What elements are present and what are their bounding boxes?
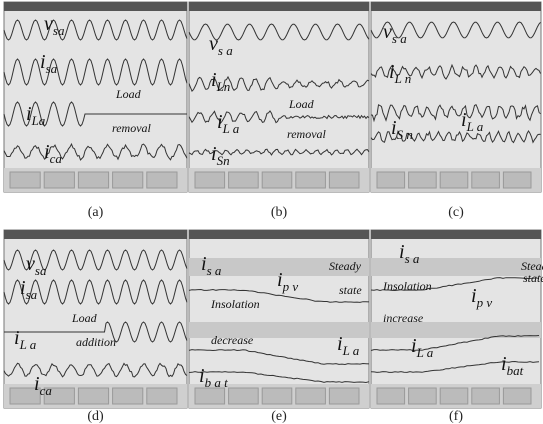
soft-button (296, 388, 326, 404)
soft-button (503, 172, 531, 188)
signal-subscript: L a (342, 343, 360, 358)
panel-caption: (f) (449, 409, 463, 424)
soft-button (409, 172, 437, 188)
status-bar (189, 2, 369, 11)
signal-subscript: sa (46, 61, 58, 76)
signal-subscript: Ln (216, 79, 231, 94)
signal-subscript: p v (476, 295, 493, 310)
soft-button (262, 172, 292, 188)
status-bar (371, 230, 541, 239)
signal-subscript: ca (40, 383, 53, 398)
scope-panel: is aip viL aibatSteadystateInsolationinc… (371, 230, 543, 408)
soft-button (472, 388, 500, 404)
soft-button (78, 172, 108, 188)
signal-subscript: sa (35, 263, 47, 278)
soft-button (229, 388, 259, 404)
signal-subscript: s a (218, 43, 233, 58)
soft-button (147, 388, 177, 404)
signal-subscript: L a (19, 337, 37, 352)
annotation: Load (71, 311, 98, 325)
screen (4, 2, 187, 192)
status-bar (4, 230, 187, 239)
signal-subscript: p v (282, 279, 299, 294)
panel-caption: (e) (271, 409, 287, 424)
soft-button (147, 172, 177, 188)
soft-button (377, 388, 405, 404)
annotation: addition (76, 335, 116, 349)
soft-button (440, 172, 468, 188)
signal-subscript: sa (26, 287, 38, 302)
soft-button (10, 172, 40, 188)
soft-button (377, 172, 405, 188)
signal-symbol: v (26, 253, 35, 275)
annotation: Load (115, 87, 142, 101)
soft-button (44, 172, 74, 188)
signal-subscript: s a (207, 263, 222, 278)
signal-symbol: v (44, 13, 53, 35)
signal-subscript: sa (53, 23, 65, 38)
status-bar (4, 2, 187, 11)
annotation: decrease (211, 333, 254, 347)
annotation: Steady (329, 259, 362, 273)
soft-button (409, 388, 437, 404)
soft-button (440, 388, 468, 404)
soft-button (329, 172, 359, 188)
scope-panel: vs aiL niL aiS n (371, 2, 541, 192)
soft-button (262, 388, 292, 404)
signal-subscript: S n (397, 127, 413, 142)
soft-button (329, 388, 359, 404)
annotation: state (339, 283, 362, 297)
signal-subscript: ca (50, 151, 63, 166)
signal-subscript: bat (507, 363, 524, 378)
soft-button (195, 388, 225, 404)
panel-caption: (a) (88, 205, 104, 220)
soft-button (472, 172, 500, 188)
soft-button (296, 172, 326, 188)
signal-subscript: s a (392, 31, 407, 46)
annotation: state (523, 271, 543, 285)
soft-button (78, 388, 108, 404)
panel-caption: (b) (271, 205, 288, 220)
signal-symbol: v (383, 21, 392, 43)
signal-subscript: s a (405, 251, 420, 266)
annotation: Insolation (210, 297, 260, 311)
annotation: removal (287, 127, 327, 141)
soft-button (503, 388, 531, 404)
figure: vsaisaiLaicaLoadremoval(a)vs aiLniL aiSn… (0, 0, 543, 424)
signal-symbol: v (209, 33, 218, 55)
status-bar (189, 230, 369, 239)
band (371, 258, 541, 276)
soft-button (113, 388, 143, 404)
soft-button (113, 172, 143, 188)
signal-subscript: La (31, 113, 46, 128)
signal-subscript: L a (416, 345, 434, 360)
status-bar (371, 2, 541, 11)
soft-button (195, 172, 225, 188)
signal-subscript: L a (466, 119, 484, 134)
scope-panel: vs aiLniL aiSnLoadremoval (189, 2, 369, 192)
annotation: Load (288, 97, 315, 111)
annotation: increase (383, 311, 424, 325)
annotation: removal (112, 121, 152, 135)
signal-subscript: L n (394, 71, 412, 86)
signal-subscript: L a (222, 121, 240, 136)
panel-caption: (d) (87, 409, 104, 424)
panel-caption: (c) (448, 205, 464, 220)
signal-subscript: b a t (205, 375, 229, 390)
soft-button (229, 172, 259, 188)
annotation: Insolation (382, 279, 432, 293)
signal-subscript: Sn (217, 153, 230, 168)
